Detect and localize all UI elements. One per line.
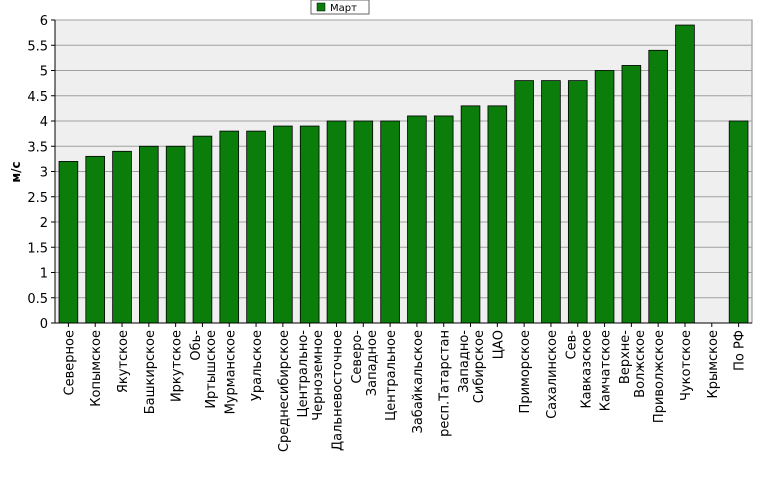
- bars-group: [58, 24, 749, 324]
- x-tick-label: Иркутское: [170, 330, 185, 402]
- x-tick-label: Якутское: [116, 330, 131, 393]
- y-tick-label: 2.5: [27, 191, 48, 206]
- x-tick-label: Северное: [62, 330, 77, 395]
- bar: [165, 145, 186, 324]
- x-tick-label: Кавказское: [579, 330, 594, 409]
- x-tick-label: Приволжское: [652, 330, 667, 423]
- x-tick-label: ЦАО: [491, 330, 506, 359]
- bar: [85, 155, 105, 324]
- x-tick-label: Камчатское: [599, 330, 614, 411]
- x-tick-label: Западное: [365, 330, 380, 396]
- bar: [728, 120, 749, 324]
- y-tick-labels: 0 0.5 1 1.5 2 2.5 3 3.5 4 4.5 5 5.5 6: [27, 14, 55, 332]
- bar: [433, 115, 454, 324]
- bar: [273, 125, 293, 324]
- bar: [353, 120, 374, 324]
- bar: [299, 125, 320, 324]
- y-tick-label: 5: [40, 65, 48, 80]
- x-tick-label: Волжское: [633, 330, 648, 398]
- bar: [380, 120, 400, 324]
- bar: [487, 105, 508, 324]
- legend-label: Март: [330, 3, 357, 14]
- x-tick-label: Западно-: [457, 330, 472, 393]
- y-tick-label: 4: [40, 115, 48, 130]
- x-tick-label: Северо-: [350, 330, 365, 384]
- x-tick-label: Верхне-: [618, 330, 633, 384]
- x-tick-label: По РФ: [733, 330, 748, 371]
- bar: [460, 105, 481, 324]
- bar: [648, 49, 668, 324]
- x-tick-labels: Северное Копымское Якутское Башкирское Иркут…: [62, 323, 748, 452]
- y-tick-label: 1.5: [27, 241, 48, 256]
- bar: [219, 130, 240, 324]
- y-tick-label: 4.5: [27, 90, 48, 105]
- legend-swatch: [316, 2, 326, 12]
- bar: [58, 160, 79, 324]
- bar: [541, 80, 561, 324]
- x-tick-label: Чукотское: [679, 330, 694, 401]
- y-tick-label: 2: [40, 216, 48, 231]
- x-tick-label: Башкирское: [143, 330, 158, 414]
- y-tick-label: 3: [40, 166, 48, 181]
- legend-box: [310, 0, 370, 15]
- bar: [594, 70, 615, 324]
- x-tick-label: Дальневосточное: [330, 330, 345, 451]
- bar: [407, 115, 427, 324]
- x-tick-label: Копымское: [89, 330, 104, 407]
- y-tick-label: 0.5: [27, 292, 48, 307]
- x-tick-label: Крымское: [706, 330, 721, 399]
- x-tick-label: Черноземное: [311, 330, 326, 421]
- bar: [326, 120, 347, 324]
- x-tick-label: Центрально-: [296, 330, 311, 418]
- y-tick-label: 0: [40, 317, 48, 332]
- bar: [621, 65, 642, 324]
- y-tick-label: 5.5: [27, 39, 48, 54]
- legend: Март: [310, 0, 370, 15]
- x-tick-label: Уральское: [250, 330, 265, 401]
- x-tick-label: респ.Татарстан: [438, 330, 453, 437]
- x-tick-label: Обь-: [189, 330, 204, 361]
- y-tick-label: 3.5: [27, 140, 48, 155]
- bar: [675, 24, 695, 324]
- x-tick-label: Центральное: [384, 330, 399, 421]
- y-tick-label: 1: [40, 267, 48, 282]
- x-tick-label: Забайкальское: [411, 330, 426, 433]
- x-tick-label: Среднесибирское: [277, 330, 292, 452]
- x-tick-label: Сахалинское: [545, 330, 560, 419]
- x-tick-label: Мурманское: [223, 330, 238, 414]
- y-axis-label: м/с: [9, 161, 23, 182]
- x-tick-label: Иртышское: [204, 330, 219, 409]
- bar: [192, 135, 213, 324]
- y-tick-label: 6: [40, 14, 48, 29]
- bar: [139, 145, 159, 324]
- x-tick-label: Приморское: [518, 330, 533, 413]
- bar: [514, 80, 534, 324]
- bar: [246, 130, 266, 324]
- x-tick-label: Сибирское: [472, 330, 487, 403]
- x-tick-label: Сев-: [564, 330, 579, 360]
- bar: [567, 80, 588, 324]
- bar: [112, 150, 132, 324]
